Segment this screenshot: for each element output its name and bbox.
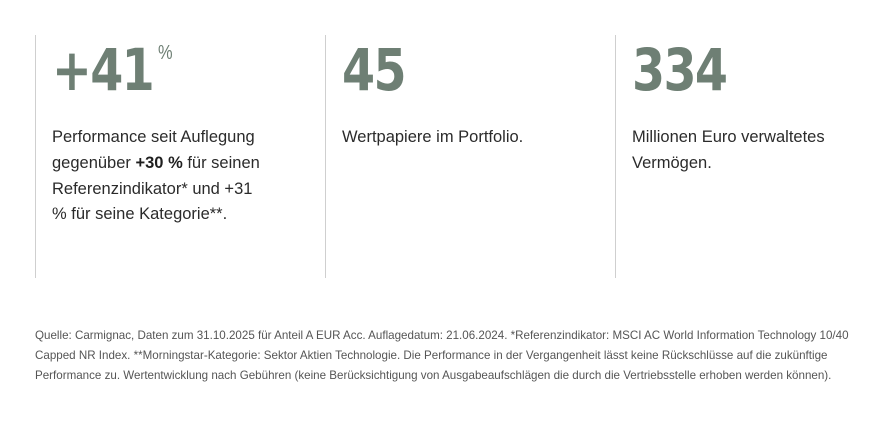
benchmark-performance: +30 % [135,153,183,172]
holdings-value: 45 [342,36,407,104]
stat-value: +41% [52,37,173,103]
performance-value: +41 [52,36,155,104]
holdings-description: Wertpapiere im Portfolio. [342,128,524,146]
stat-holdings: 45 Wertpapiere im Portfolio. [325,35,615,278]
aum-value: 334 [632,36,728,104]
source-footnote: Quelle: Carmignac, Daten zum 31.10.2025 … [35,329,849,382]
performance-desc-rest: für seinen Referenzindikator* und +31 % … [52,153,260,224]
stat-description: Performance seit Auflegung gegenüber +30… [52,125,262,228]
aum-description: Millionen Euro verwaltetes Vermögen. [632,128,825,172]
stat-aum: 334 Millionen Euro verwaltetes Vermögen. [615,35,865,278]
percent-unit: % [158,42,173,64]
stat-performance: +41% Performance seit Auflegung gegenübe… [35,35,325,278]
key-figures-section: +41% Performance seit Auflegung gegenübe… [35,35,865,278]
performance-desc-text: Performance seit Auflegung gegenüber [52,128,255,172]
